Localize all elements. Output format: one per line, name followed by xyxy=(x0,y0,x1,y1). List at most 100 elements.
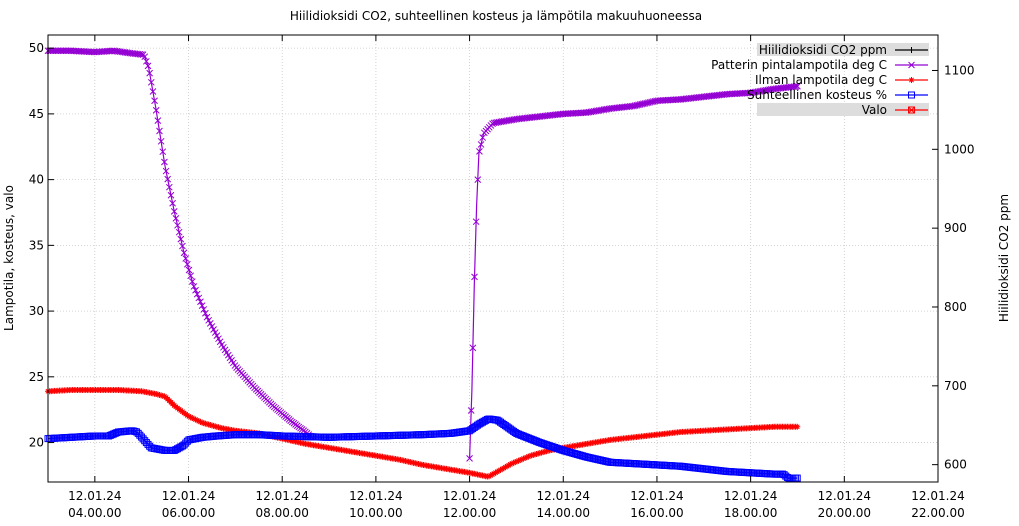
x-tick-time: 16.00.00 xyxy=(630,506,683,520)
series-marker xyxy=(515,457,522,464)
series-marker xyxy=(188,278,196,285)
series-marker xyxy=(144,62,152,70)
series-marker xyxy=(467,407,475,414)
y-tick-label: 50 xyxy=(29,41,44,55)
series-marker xyxy=(203,313,211,321)
x-tick-date: 12.01.24 xyxy=(818,489,871,503)
y2-axis-label: Hiilidioksidi CO2 ppm xyxy=(997,194,1011,322)
series-marker xyxy=(522,454,529,461)
legend-label[interactable]: Patterin pintalampotila deg C xyxy=(711,58,887,72)
series-marker xyxy=(179,242,186,250)
series-marker xyxy=(199,419,206,426)
series-marker xyxy=(49,47,57,55)
series-marker xyxy=(518,456,525,463)
series-marker xyxy=(192,416,199,423)
series-marker xyxy=(185,266,193,274)
series-marker xyxy=(143,57,150,65)
series-marker xyxy=(510,459,517,466)
series-marker xyxy=(61,47,68,55)
series-marker xyxy=(471,273,478,281)
series-marker xyxy=(200,306,208,313)
y-tick-label: 20 xyxy=(29,436,44,450)
x-tick-time: 18.00.00 xyxy=(724,506,777,520)
y-tick-label: 45 xyxy=(29,107,44,121)
series-marker xyxy=(513,458,520,465)
x-tick-date: 12.01.24 xyxy=(724,489,777,503)
y2-tick-label: 1000 xyxy=(944,142,975,156)
series-marker xyxy=(472,218,480,226)
x-tick-date: 12.01.24 xyxy=(349,489,402,503)
legend-marker xyxy=(908,106,915,114)
legend-marker xyxy=(908,77,915,83)
x-tick-date: 12.01.24 xyxy=(255,489,308,503)
series-marker xyxy=(147,78,155,86)
series-marker xyxy=(520,455,527,462)
series-marker xyxy=(489,471,496,478)
series-marker xyxy=(517,457,524,464)
series-marker xyxy=(527,452,534,459)
series-marker xyxy=(172,215,180,222)
series-marker xyxy=(505,462,512,469)
series-marker xyxy=(215,335,222,343)
legend-marker-x xyxy=(908,106,915,114)
x-tick-time: 22.00.00 xyxy=(911,506,964,520)
series-marker xyxy=(162,167,170,175)
series-marker xyxy=(47,47,55,55)
series-marker xyxy=(202,309,209,317)
series-marker xyxy=(156,127,163,135)
legend-marker xyxy=(908,91,915,99)
series-marker xyxy=(523,454,530,461)
series-marker xyxy=(195,294,203,302)
x-tick-time: 10.00.00 xyxy=(349,506,402,520)
x-tick-time: 12.00.00 xyxy=(443,506,496,520)
series-marker xyxy=(213,332,221,339)
x-tick-time: 04.00.00 xyxy=(68,506,121,520)
series-3 xyxy=(44,415,801,482)
series-marker xyxy=(794,423,801,430)
legend-label[interactable]: Hiilidioksidi CO2 ppm xyxy=(759,43,887,57)
series-marker xyxy=(180,249,188,257)
series-marker xyxy=(59,47,67,55)
series-marker xyxy=(197,418,204,425)
x-tick-date: 12.01.24 xyxy=(537,489,590,503)
series-marker xyxy=(793,474,801,482)
series-layer xyxy=(44,47,801,482)
series-marker xyxy=(177,235,185,243)
series-marker xyxy=(469,344,477,352)
series-marker xyxy=(152,106,160,114)
legend-highlight xyxy=(757,43,929,56)
x-tick-date: 12.01.24 xyxy=(68,489,121,503)
series-marker xyxy=(525,453,532,460)
y2-tick-label: 700 xyxy=(944,379,967,393)
series-marker xyxy=(182,255,190,262)
series-marker xyxy=(512,459,519,466)
series-marker xyxy=(64,47,72,55)
legend-label[interactable]: Suhteellinen kosteus % xyxy=(747,88,887,102)
series-marker xyxy=(466,454,473,462)
series-marker xyxy=(146,69,154,77)
series-marker xyxy=(499,465,506,472)
series-marker xyxy=(190,415,197,422)
series-marker xyxy=(479,134,487,141)
series-marker xyxy=(151,97,158,105)
series-marker xyxy=(51,47,58,55)
series-marker xyxy=(161,158,168,166)
legend-label[interactable]: Ilman lampotila deg C xyxy=(755,73,887,87)
series-marker xyxy=(57,47,65,55)
x-tick-time: 14.00.00 xyxy=(537,506,590,520)
legend-label[interactable]: Valo xyxy=(862,103,887,117)
chart-title: Hiilidioksidi CO2, suhteellinen kosteus … xyxy=(290,9,702,23)
series-marker xyxy=(157,137,165,145)
x-tick-time: 20.00.00 xyxy=(818,506,871,520)
series-2 xyxy=(45,386,801,480)
series-marker xyxy=(189,415,196,422)
y2-tick-label: 900 xyxy=(944,221,967,235)
series-marker xyxy=(508,460,515,467)
legend-highlight xyxy=(757,103,929,116)
series-marker xyxy=(164,175,172,183)
x-tick-date: 12.01.24 xyxy=(443,489,496,503)
y2-tick-label: 1100 xyxy=(944,63,975,77)
series-marker xyxy=(187,414,194,421)
